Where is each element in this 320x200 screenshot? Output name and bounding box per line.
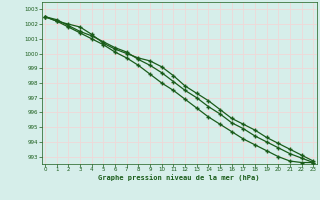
X-axis label: Graphe pression niveau de la mer (hPa): Graphe pression niveau de la mer (hPa): [99, 174, 260, 181]
